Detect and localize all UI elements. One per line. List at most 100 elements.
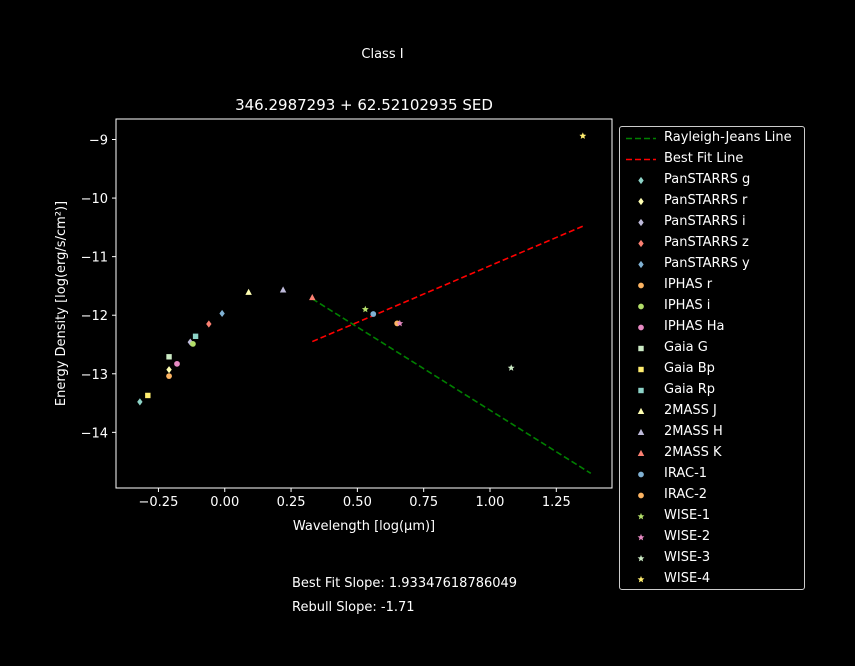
legend-label: WISE-4 — [664, 571, 711, 586]
legend-symbol — [638, 282, 644, 289]
legend-label: IRAC-2 — [664, 487, 708, 502]
x-tick-label: 1.00 — [476, 495, 505, 510]
legend-item: WISE-2 — [620, 527, 804, 548]
y-tick-label: −12 — [81, 309, 108, 324]
panstarrs-z-point — [206, 320, 212, 328]
y-tick-label: −9 — [89, 134, 108, 149]
chart-title: 346.2987293 + 62.52102935 SED — [235, 96, 493, 114]
wise-3-point — [507, 364, 515, 371]
y-tick-label: −14 — [81, 426, 108, 441]
legend-label: WISE-2 — [664, 529, 711, 544]
legend-marker-swatch — [638, 282, 644, 289]
legend-marker-swatch — [637, 554, 645, 562]
x-tick-label: −0.25 — [139, 495, 179, 510]
legend-symbol — [637, 512, 645, 520]
best-fit-slope-note: Best Fit Slope: 1.93347618786049 — [292, 576, 518, 591]
legend-label: 2MASS K — [664, 445, 722, 460]
legend-symbol — [637, 533, 645, 541]
legend-marker-swatch — [637, 407, 645, 415]
legend-label: Gaia Rp — [664, 382, 716, 397]
legend-label: Gaia G — [664, 340, 708, 355]
legend-label: WISE-1 — [664, 508, 711, 523]
gaia-rp-point — [192, 333, 199, 339]
gaia-bp-point — [145, 392, 151, 399]
legend-marker-swatch — [638, 218, 644, 227]
legend-symbol — [626, 137, 656, 140]
legend-marker-swatch — [638, 176, 644, 185]
y-tick-label: −11 — [81, 251, 108, 266]
legend-item: Gaia Bp — [620, 359, 804, 380]
legend-label: WISE-3 — [664, 550, 711, 565]
legend-item: Gaia Rp — [620, 380, 804, 401]
legend-symbol — [638, 492, 644, 499]
legend-symbol — [637, 407, 645, 415]
legend-marker-swatch — [638, 303, 644, 310]
legend-label: IRAC-1 — [664, 466, 708, 481]
legend-marker-swatch — [638, 345, 644, 352]
2mass-k-point — [309, 294, 316, 301]
iphas-i-point — [190, 341, 196, 347]
x-tick-label: 1.25 — [542, 495, 571, 510]
2mass-j-point — [245, 288, 252, 295]
legend-item: IRAC-2 — [620, 485, 804, 506]
legend-marker-swatch — [637, 512, 645, 520]
legend-item: WISE-3 — [620, 548, 804, 569]
axes: −0.25 0.00 0.25 0.50 0.75 1.00 1.25 −14 −13 −12 −1… — [54, 118, 613, 534]
legend-symbol — [637, 449, 645, 457]
legend-symbol — [638, 176, 644, 185]
legend-label: IPHAS Ha — [664, 319, 725, 334]
x-axis-label: Wavelength [log(μm)] — [293, 519, 435, 534]
legend-item: Rayleigh-Jeans Line — [620, 128, 804, 149]
legend-marker-swatch — [638, 471, 644, 478]
legend-symbol — [638, 303, 644, 310]
irac-1-point — [370, 311, 377, 317]
legend-label: 2MASS J — [664, 403, 717, 418]
plot-frame — [115, 118, 613, 489]
legend-symbol — [638, 324, 644, 331]
iphas-ha-point — [174, 360, 180, 367]
data-points — [137, 132, 587, 406]
legend-label: Best Fit Line — [664, 151, 744, 166]
legend-item: 2MASS K — [620, 443, 804, 464]
panstarrs-i-point — [187, 338, 193, 346]
wise-1-point — [361, 305, 369, 313]
x-tick-label: 0.00 — [210, 495, 239, 510]
x-tick-label: 0.25 — [277, 495, 306, 510]
legend-item: Gaia G — [620, 338, 804, 359]
x-tick-label: 0.75 — [409, 495, 438, 510]
legend-label: Gaia Bp — [664, 361, 715, 376]
legend-item: PanSTARRS r — [620, 191, 804, 212]
legend-symbol — [637, 554, 645, 562]
legend-symbol — [638, 345, 644, 352]
legend-symbol — [638, 387, 644, 394]
x-tick-label: 0.50 — [343, 495, 372, 510]
best-fit-line-line — [311, 225, 584, 343]
legend-marker-swatch — [638, 492, 644, 499]
panstarrs-r-point — [166, 366, 172, 374]
legend-label: PanSTARRS y — [664, 256, 750, 271]
panstarrs-y-point — [219, 309, 225, 318]
legend-label: Rayleigh-Jeans Line — [664, 130, 792, 145]
legend-symbol — [638, 471, 644, 478]
legend-item: PanSTARRS i — [620, 212, 804, 233]
iphas-r-point — [166, 373, 172, 380]
legend-symbol — [638, 197, 644, 206]
rayleigh-jeans-line-line — [311, 298, 592, 475]
wise-2-point — [396, 319, 404, 327]
legend-symbol — [637, 428, 645, 436]
legend-label: PanSTARRS g — [664, 172, 751, 187]
legend-marker-swatch — [637, 575, 645, 583]
figure-suptitle: Class I — [361, 47, 404, 62]
legend-item: IPHAS Ha — [620, 317, 804, 338]
panstarrs-g-point — [137, 398, 143, 406]
rebull-slope-note: Rebull Slope: -1.71 — [292, 600, 415, 615]
legend-symbol — [638, 218, 644, 227]
legend-label: 2MASS H — [664, 424, 723, 439]
legend-item: PanSTARRS g — [620, 170, 804, 191]
2mass-h-point — [279, 286, 287, 293]
fit-lines — [311, 225, 592, 475]
gaia-g-point — [166, 354, 172, 360]
wise-4-point — [579, 132, 587, 139]
legend-marker-swatch — [638, 260, 644, 269]
